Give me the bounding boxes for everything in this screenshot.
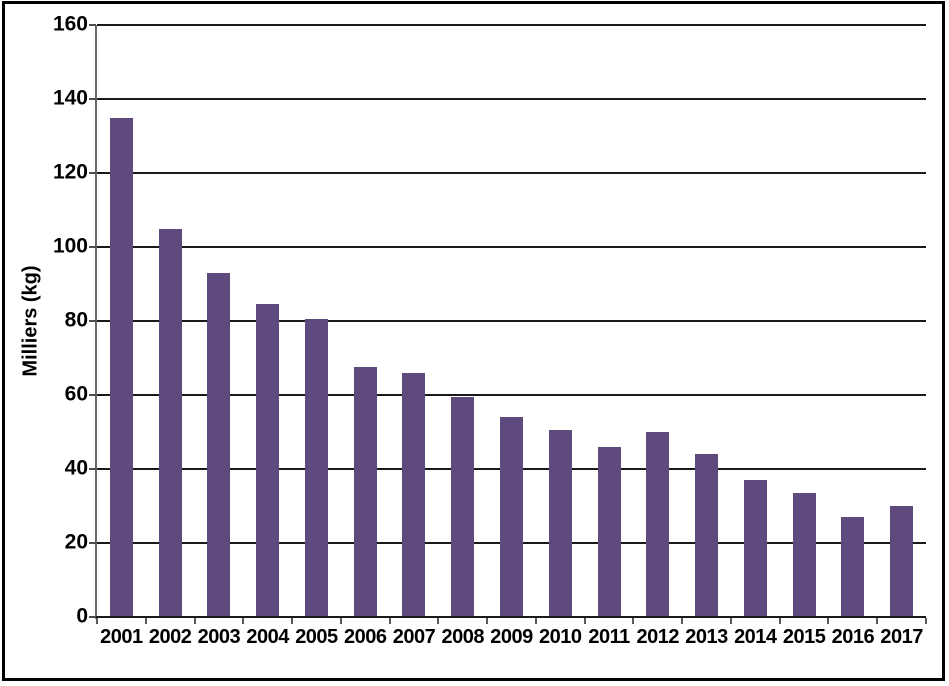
gridline-100	[97, 246, 926, 248]
x-tick-label-2016: 2016	[831, 626, 875, 648]
bar-2017	[890, 506, 914, 617]
x-tick-label-2001: 2001	[100, 626, 143, 648]
x-tick-label-2015: 2015	[782, 626, 826, 648]
x-tick-label-2004: 2004	[246, 626, 289, 648]
bar-2013	[695, 454, 719, 617]
x-tick-mark-9	[534, 618, 537, 624]
y-tick-mark-140	[89, 98, 96, 100]
y-axis-line	[95, 25, 97, 619]
bar-2015	[792, 493, 816, 617]
x-tick-label-2006: 2006	[343, 626, 387, 648]
y-tick-mark-20	[89, 542, 96, 544]
x-tick-label-2007: 2007	[392, 626, 436, 648]
x-tick-mark-10	[583, 618, 586, 624]
bar-2016	[841, 517, 865, 617]
x-tick-mark-3	[242, 618, 245, 624]
bar-2010	[548, 430, 572, 617]
bar-2007	[402, 372, 426, 617]
y-tick-label-140: 140	[52, 86, 88, 110]
x-tick-mark-8	[486, 618, 489, 624]
y-tick-mark-120	[89, 172, 96, 174]
x-tick-mark-6	[388, 618, 391, 624]
x-tick-mark-2	[193, 618, 196, 624]
x-tick-mark-0	[96, 618, 98, 624]
x-tick-label-2012: 2012	[636, 626, 680, 648]
bar-2004	[256, 304, 280, 617]
y-tick-label-120: 120	[52, 160, 88, 184]
x-tick-label-2011: 2011	[588, 626, 630, 648]
bar-2009	[500, 417, 523, 617]
x-tick-label-2013: 2013	[685, 626, 728, 648]
y-tick-mark-40	[89, 468, 96, 470]
x-tick-mark-17	[925, 618, 927, 624]
bar-2006	[353, 367, 377, 617]
y-tick-label-40: 40	[64, 456, 88, 480]
x-tick-label-2008: 2008	[441, 626, 484, 648]
gridline-120	[97, 172, 926, 174]
bar-2012	[646, 432, 670, 617]
y-tick-mark-0	[89, 616, 96, 618]
bar-2011	[597, 446, 621, 617]
x-tick-mark-5	[339, 618, 342, 624]
x-tick-label-2010: 2010	[539, 626, 582, 648]
y-tick-label-0: 0	[76, 604, 88, 628]
x-tick-mark-16	[876, 618, 879, 624]
x-axis-line	[96, 616, 926, 618]
bar-2014	[743, 480, 767, 617]
y-tick-label-60: 60	[64, 382, 88, 406]
x-tick-mark-1	[144, 618, 147, 624]
y-tick-mark-160	[89, 24, 96, 26]
x-tick-mark-12	[681, 618, 684, 624]
y-tick-label-20: 20	[64, 530, 88, 554]
y-tick-mark-100	[89, 246, 96, 248]
x-tick-label-2009: 2009	[490, 626, 533, 648]
y-tick-label-100: 100	[52, 234, 88, 258]
x-tick-label-2005: 2005	[295, 626, 338, 648]
bar-2003	[207, 272, 231, 617]
x-tick-label-2017: 2017	[880, 626, 923, 648]
y-tick-mark-60	[89, 394, 96, 396]
bar-2002	[158, 228, 182, 617]
x-tick-mark-13	[729, 618, 732, 624]
x-tick-mark-7	[437, 618, 440, 624]
y-tick-mark-80	[89, 320, 96, 322]
gridline-80	[97, 320, 926, 322]
x-tick-label-2014: 2014	[734, 626, 777, 648]
bar-2001	[109, 117, 133, 617]
gridline-160	[97, 24, 926, 26]
y-tick-label-160: 160	[52, 12, 88, 36]
x-tick-mark-11	[632, 618, 635, 624]
bar-2005	[304, 319, 328, 617]
gridline-60	[97, 394, 926, 396]
x-tick-label-2003: 2003	[197, 626, 241, 648]
gridline-140	[97, 98, 926, 100]
y-tick-label-80: 80	[64, 308, 88, 332]
x-tick-mark-15	[827, 618, 830, 624]
bar-2008	[451, 396, 475, 617]
x-tick-mark-4	[291, 618, 294, 624]
y-axis-title: Milliers (kg)	[19, 265, 42, 377]
x-tick-label-2002: 2002	[148, 626, 192, 648]
x-tick-mark-14	[778, 618, 781, 624]
plot-area	[97, 24, 926, 617]
